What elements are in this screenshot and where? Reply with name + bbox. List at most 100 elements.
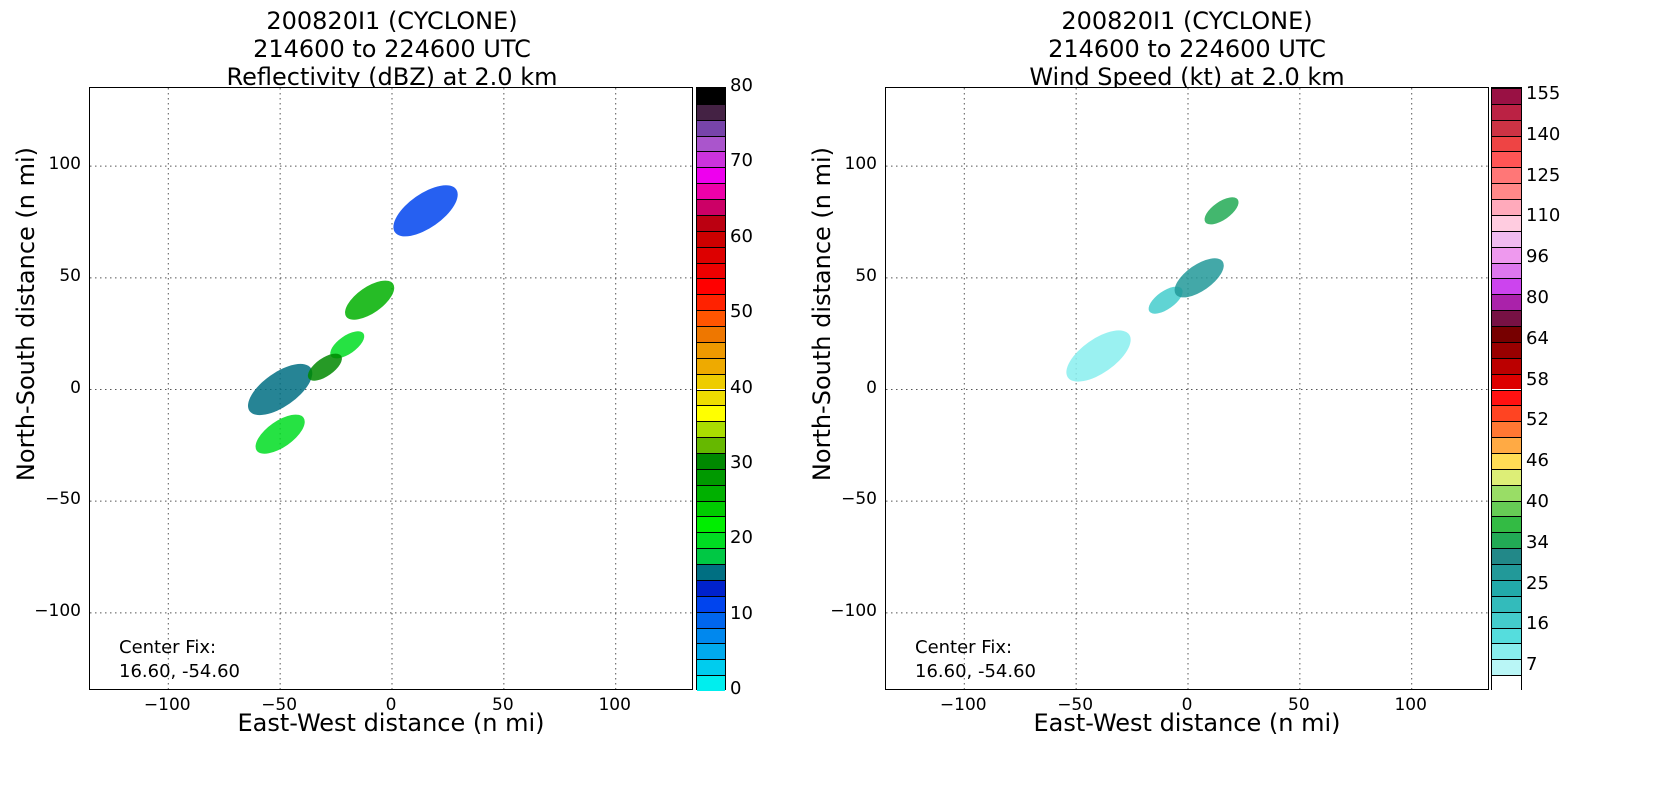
colorbar-swatch	[1492, 579, 1521, 596]
x-tick-label: 50	[492, 695, 514, 715]
colorbar-swatch	[697, 88, 725, 104]
colorbar-swatch	[1492, 643, 1521, 660]
colorbar-swatch	[1492, 405, 1521, 422]
colorbar-swatch	[1492, 595, 1521, 612]
colorbar-tick-label: 10	[730, 602, 753, 624]
reflectivity-title: 200820I1 (CYCLONE) 214600 to 224600 UTC …	[90, 7, 694, 91]
colorbar-tick-label: 110	[1526, 205, 1561, 227]
y-tick-label: 100	[48, 154, 81, 175]
colorbar-tick-label: 25	[1526, 572, 1549, 594]
colorbar-swatch	[697, 389, 725, 406]
wind-speed-plot-area	[885, 87, 1489, 690]
colorbar-swatch	[697, 484, 725, 501]
colorbar-tick-label: 96	[1526, 246, 1549, 268]
colorbar-swatch	[1492, 437, 1521, 453]
colorbar-swatch	[697, 294, 725, 311]
colorbar-swatch	[697, 500, 725, 517]
colorbar-swatch	[1492, 500, 1521, 517]
colorbar-swatch	[697, 421, 725, 438]
y-tick-label: 0	[70, 377, 81, 398]
x-tick-label: 50	[1288, 695, 1310, 715]
colorbar-swatch	[1492, 357, 1521, 374]
colorbar-swatch	[697, 230, 725, 247]
x-tick-label: 100	[1394, 695, 1427, 715]
title-line-2: 214600 to 224600 UTC	[253, 35, 531, 63]
colorbar-swatch	[697, 214, 725, 231]
field-echo	[307, 353, 342, 381]
wind-speed-title: 200820I1 (CYCLONE) 214600 to 224600 UTC …	[885, 7, 1489, 91]
colorbar-swatch	[1492, 659, 1521, 676]
plot-svg	[90, 88, 692, 689]
reflectivity-colorbar	[696, 87, 726, 691]
colorbar-swatch	[1492, 278, 1521, 295]
colorbar-tick-label: 0	[730, 678, 742, 699]
colorbar-swatch	[697, 564, 725, 580]
colorbar-tick-label: 16	[1526, 613, 1549, 635]
y-tick-label: −50	[841, 489, 877, 510]
plot-svg	[886, 88, 1488, 689]
field-echo	[330, 331, 365, 359]
colorbar-tick-label: 58	[1526, 368, 1549, 390]
y-tick-label: 50	[855, 265, 877, 286]
colorbar-swatch	[1492, 548, 1521, 565]
field-echo	[255, 414, 305, 454]
colorbar-swatch	[1492, 341, 1521, 358]
colorbar-swatch	[1492, 183, 1521, 200]
wind-speed-colorbar	[1491, 87, 1522, 691]
center-fix-annotation: Center Fix: 16.60, -54.60	[915, 637, 1036, 682]
colorbar-swatch	[697, 532, 725, 549]
title-line-3: Wind Speed (kt) at 2.0 km	[1029, 63, 1345, 91]
colorbar-swatch	[1492, 135, 1521, 152]
colorbar-swatch	[1492, 199, 1521, 215]
colorbar-swatch	[1492, 564, 1521, 580]
y-tick-label: 0	[866, 377, 877, 398]
colorbar-swatch	[1492, 484, 1521, 501]
colorbar-swatch	[697, 151, 725, 168]
colorbar-tick-label: 50	[730, 301, 753, 323]
colorbar-swatch	[697, 278, 725, 295]
title-line-1: 200820I1 (CYCLONE)	[1061, 7, 1313, 35]
colorbar-swatch	[1492, 326, 1521, 342]
field-echo	[1204, 197, 1239, 225]
colorbar-swatch	[1492, 214, 1521, 231]
colorbar-swatch	[697, 357, 725, 374]
colorbar-tick-label: 80	[730, 75, 753, 96]
colorbar-swatch	[1492, 310, 1521, 327]
y-tick-label: −50	[45, 489, 81, 510]
colorbar-swatch	[697, 468, 725, 485]
colorbar-swatch	[1492, 516, 1521, 533]
colorbar-tick-label: 70	[730, 150, 753, 172]
colorbar-tick-label: 46	[1526, 450, 1549, 472]
colorbar-swatch	[1492, 532, 1521, 549]
colorbar-swatch	[1492, 373, 1521, 390]
field-echo	[1066, 330, 1131, 382]
colorbar-tick-label: 52	[1526, 409, 1549, 431]
colorbar-swatch	[697, 373, 725, 390]
colorbar-swatch	[697, 675, 725, 691]
colorbar-swatch	[1492, 389, 1521, 406]
colorbar-tick-label: 30	[730, 451, 753, 473]
title-line-3: Reflectivity (dBZ) at 2.0 km	[226, 63, 558, 91]
colorbar-tick-label: 64	[1526, 327, 1549, 349]
colorbar-swatch	[1492, 294, 1521, 311]
colorbar-swatch	[697, 167, 725, 184]
field-echo	[393, 185, 458, 237]
x-axis-label: East-West distance (n mi)	[1033, 709, 1341, 737]
colorbar-swatch	[697, 135, 725, 152]
colorbar-tick-label: 20	[730, 527, 753, 549]
wind-speed-panel: 200820I1 (CYCLONE) 214600 to 224600 UTC …	[797, 0, 1654, 787]
colorbar-swatch	[697, 103, 725, 120]
reflectivity-panel: 200820I1 (CYCLONE) 214600 to 224600 UTC …	[0, 0, 800, 787]
field-echo	[1148, 286, 1183, 314]
colorbar-swatch	[1492, 627, 1521, 644]
reflectivity-plot-area	[89, 87, 693, 690]
y-tick-label: 100	[844, 154, 877, 175]
colorbar-swatch	[1492, 611, 1521, 628]
center-fix-annotation: Center Fix: 16.60, -54.60	[119, 637, 240, 682]
colorbar-swatch	[697, 119, 725, 136]
y-tick-label: −100	[34, 600, 81, 621]
colorbar-swatch	[697, 579, 725, 596]
colorbar-tick-label: 40	[730, 376, 753, 398]
field-echo	[247, 363, 313, 416]
colorbar-swatch	[697, 437, 725, 453]
